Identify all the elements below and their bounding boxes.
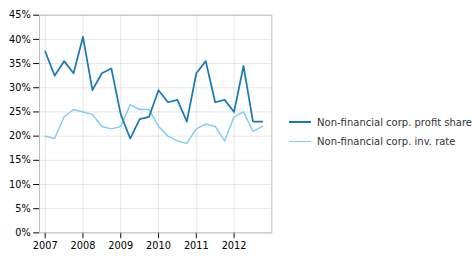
html-text:Non-financial corp. inv. rate: Non-financial corp. inv. rate <box>317 135 456 147</box>
svg-text:5%: 5% <box>15 203 30 214</box>
svg-text:15%: 15% <box>9 155 31 166</box>
svg-text:20%: 20% <box>9 130 31 141</box>
svg-text:0%: 0% <box>15 227 30 238</box>
svg-text:40%: 40% <box>9 34 31 45</box>
html-text:Non-financial corp. profit sha: Non-financial corp. profit share <box>317 116 472 128</box>
svg-text:30%: 30% <box>9 82 31 93</box>
svg-text:2010: 2010 <box>146 240 171 251</box>
svg-text:2011: 2011 <box>184 240 209 251</box>
svg-text:25%: 25% <box>9 106 31 117</box>
svg-text:35%: 35% <box>9 58 31 69</box>
svg-text:2007: 2007 <box>33 240 58 251</box>
svg-text:10%: 10% <box>9 179 31 190</box>
svg-text:2008: 2008 <box>71 240 96 251</box>
svg-text:2012: 2012 <box>222 240 247 251</box>
svg-text:45%: 45% <box>9 9 31 20</box>
svg-text:2009: 2009 <box>108 240 133 251</box>
